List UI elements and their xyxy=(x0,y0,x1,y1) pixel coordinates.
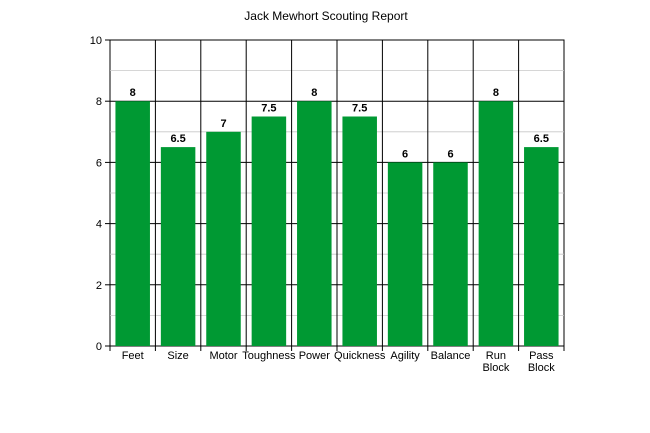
x-tick-label: Run Block xyxy=(482,350,509,374)
y-tick-label: 10 xyxy=(90,35,102,47)
bar-feet xyxy=(115,101,150,346)
x-tick-label: Agility xyxy=(390,350,420,362)
chart-title: Jack Mewhort Scouting Report xyxy=(244,9,408,23)
data-label: 6.5 xyxy=(170,133,185,145)
x-tick-label: Size xyxy=(167,350,188,362)
data-label: 7.5 xyxy=(352,103,367,115)
y-tick-label: 2 xyxy=(96,280,102,292)
data-label: 7.5 xyxy=(261,103,276,115)
y-tick-label: 6 xyxy=(96,157,102,169)
bar-quickness xyxy=(342,116,377,346)
x-tick-label: Power xyxy=(299,350,331,362)
bar-balance xyxy=(433,162,468,346)
y-tick-label: 0 xyxy=(96,341,102,353)
x-axis: Feet Size Motor Toughness Power Quickness Agil… xyxy=(109,346,565,374)
bar-pass-block xyxy=(524,147,559,346)
bar-power xyxy=(297,101,332,346)
x-tick-label: Balance xyxy=(431,350,471,362)
y-axis: 0 2 4 6 8 10 xyxy=(90,35,110,353)
value-labels: 8 6.5 7 7.5 8 7.5 6 6 8 6.5 xyxy=(130,87,549,160)
data-label: 8 xyxy=(493,87,499,99)
data-label: 6 xyxy=(402,148,408,160)
bar-toughness xyxy=(251,116,287,346)
y-tick-label: 4 xyxy=(96,219,102,231)
data-label: 7 xyxy=(220,118,226,130)
x-tick-label: Quickness xyxy=(334,350,386,362)
x-tick-label: Motor xyxy=(209,350,237,362)
bars xyxy=(115,101,559,346)
x-tick-label: Feet xyxy=(122,350,144,362)
data-label: 6.5 xyxy=(534,133,549,145)
bar-size xyxy=(160,147,196,346)
y-tick-label: 8 xyxy=(96,96,102,108)
data-label: 6 xyxy=(447,148,453,160)
x-tick-label: Toughness xyxy=(242,350,296,362)
x-tick-label: Pass Block xyxy=(528,350,555,374)
bar-run-block xyxy=(478,101,514,346)
data-label: 8 xyxy=(311,87,317,99)
bar-agility xyxy=(387,162,423,346)
bar-motor xyxy=(206,131,241,346)
data-label: 8 xyxy=(130,87,136,99)
